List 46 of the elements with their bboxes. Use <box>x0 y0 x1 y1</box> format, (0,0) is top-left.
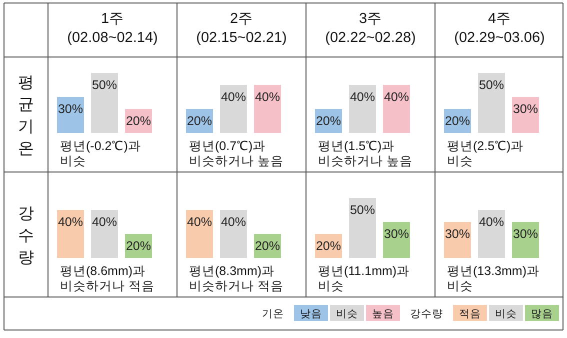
data-label: 40% <box>220 90 246 104</box>
chart-title: 3주 (02.22~02.28) <box>325 11 416 46</box>
text: 평년(13.3mm)과 비슷 <box>447 264 540 293</box>
data-label: 30% <box>512 227 538 241</box>
text: 평년(8.3mm)과 비슷하거나 적음 <box>189 264 284 293</box>
data-label: 20% <box>186 114 212 128</box>
text: 높음 <box>372 308 394 320</box>
data-label: 20% <box>444 114 470 128</box>
text: 평년(8.6mm)과 비슷하거나 적음 <box>60 264 154 293</box>
data-label: 40% <box>478 215 504 229</box>
data-label: 30% <box>58 102 84 116</box>
data-label: 40% <box>254 90 280 104</box>
text: 평년(-0.2℃)과 비슷 <box>60 139 141 168</box>
chart-title: 4주 (02.29~03.06) <box>454 11 545 46</box>
legend-title: 기온 <box>262 308 284 320</box>
data-label: 30% <box>512 102 538 116</box>
text: 평년(0.7℃)과 비슷하거나 높음 <box>189 139 284 168</box>
y-axis-title: 평균기온 <box>18 74 34 158</box>
text: 평년(11.1mm)과 비슷 <box>318 264 410 293</box>
data-label: 50% <box>350 203 376 217</box>
text: 비슷 <box>495 308 517 320</box>
chart-title: 1주 (02.08~02.14) <box>67 11 158 46</box>
text: 평년(1.5℃)과 비슷하거나 높음 <box>318 139 412 168</box>
text: 많음 <box>531 308 553 320</box>
data-label: 20% <box>126 239 152 253</box>
data-label: 40% <box>58 215 84 229</box>
data-label: 50% <box>92 78 118 92</box>
data-label: 50% <box>478 78 504 92</box>
data-label: 30% <box>444 227 470 241</box>
data-label: 20% <box>316 114 342 128</box>
legend-title: 강수량 <box>410 308 443 320</box>
data-label: 40% <box>350 90 376 104</box>
y-axis-title: 강수량 <box>18 206 34 266</box>
data-label: 20% <box>316 239 342 253</box>
data-label: 20% <box>126 114 152 128</box>
data-label: 40% <box>92 215 118 229</box>
data-label: 40% <box>186 215 212 229</box>
data-label: 30% <box>384 227 410 241</box>
text: 적음 <box>459 308 481 320</box>
text: 낮음 <box>300 308 322 320</box>
text: 비슷 <box>336 308 358 320</box>
text: 평년(2.5℃)과 비슷 <box>447 139 524 168</box>
data-label: 20% <box>254 239 280 253</box>
data-label: 40% <box>220 215 246 229</box>
data-label: 40% <box>384 90 410 104</box>
chart-title: 2주 (02.15~02.21) <box>196 11 287 46</box>
